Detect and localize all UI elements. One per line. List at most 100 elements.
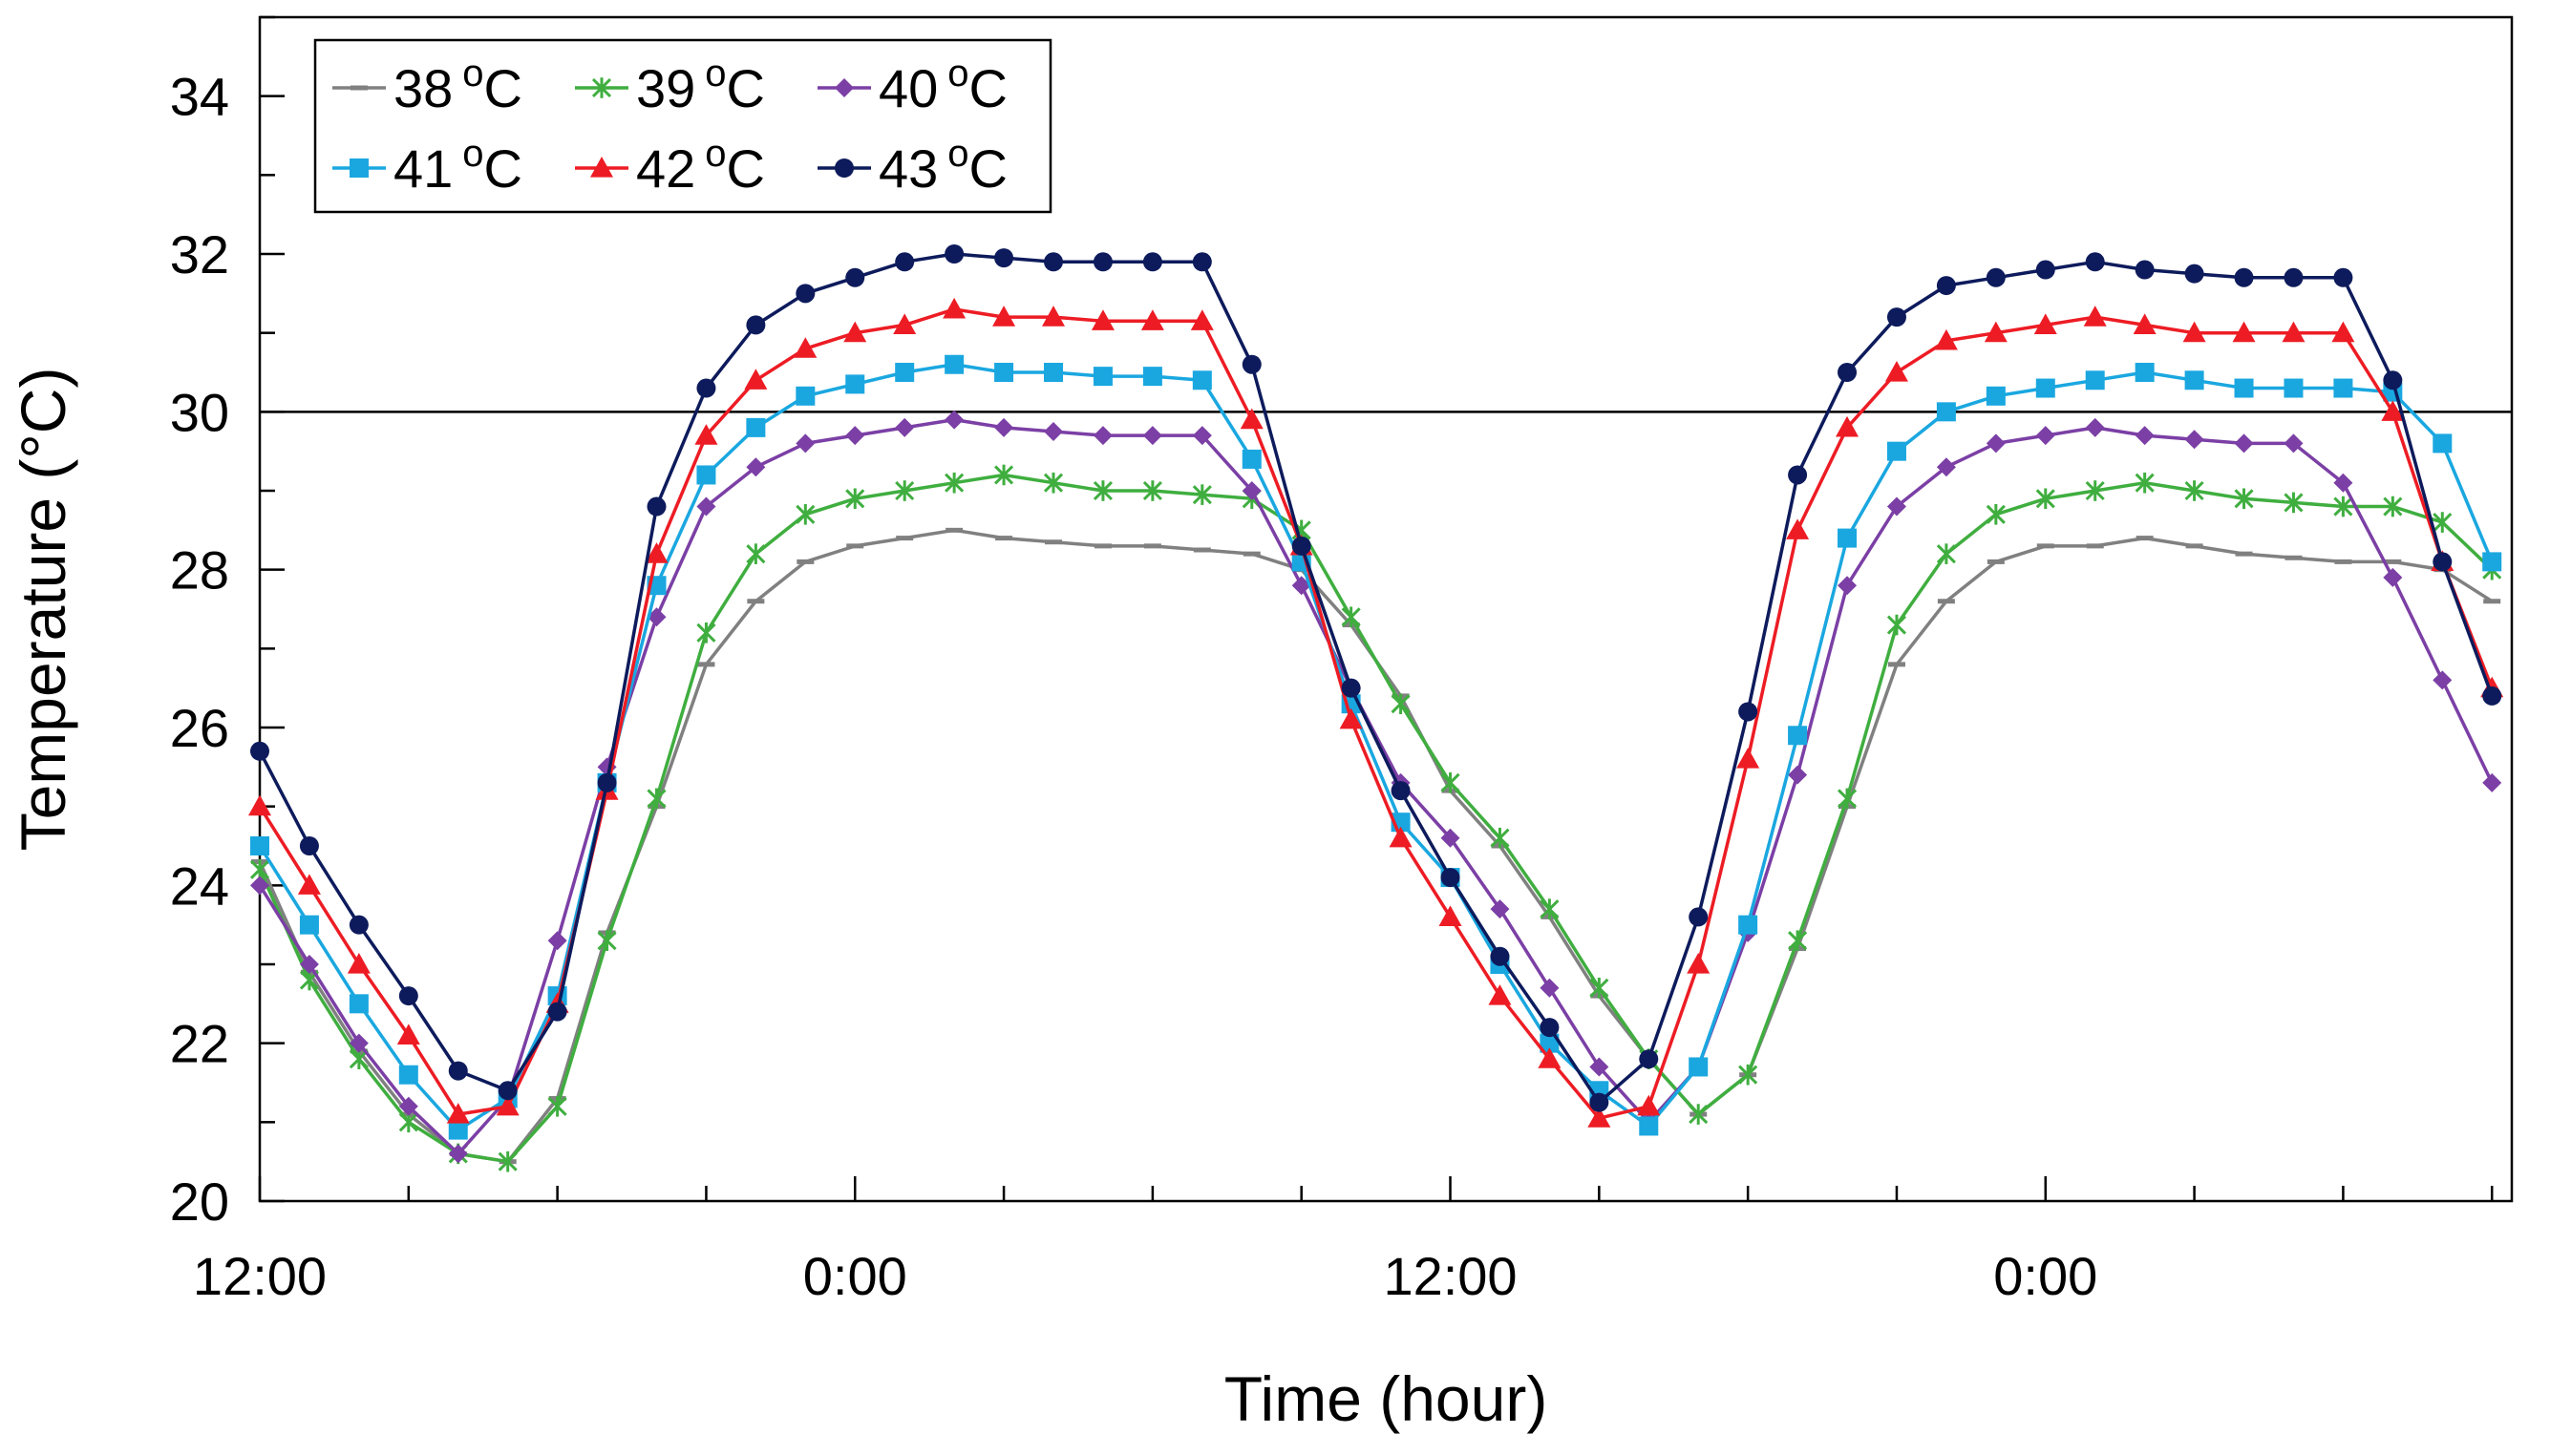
- data-point: [2482, 686, 2502, 706]
- data-point: [895, 363, 915, 382]
- data-point: [398, 1096, 418, 1116]
- data-point: [1140, 309, 1164, 330]
- data-point: [1192, 426, 1212, 446]
- data-point: [2036, 543, 2054, 549]
- data-point: [1389, 826, 1413, 848]
- series-39: [249, 464, 2502, 1172]
- data-point: [1242, 354, 1262, 374]
- data-point: [597, 930, 617, 951]
- legend-degree-sign: o: [462, 53, 483, 95]
- data-point: [2085, 370, 2105, 390]
- data-point: [2185, 543, 2203, 549]
- data-point: [995, 536, 1013, 541]
- data-point: [796, 433, 816, 454]
- legend-marker: [835, 78, 854, 97]
- data-point: [250, 836, 269, 855]
- data-point: [2282, 321, 2306, 343]
- data-point: [1936, 457, 1956, 477]
- data-point: [1986, 386, 2006, 406]
- data-point: [2334, 559, 2352, 564]
- data-point: [994, 363, 1014, 382]
- data-point: [2433, 552, 2453, 572]
- data-point: [1044, 363, 1064, 382]
- data-point: [946, 527, 964, 533]
- data-point: [747, 599, 765, 604]
- legend-label-40: 40 oC: [879, 53, 1008, 118]
- data-point: [250, 876, 269, 896]
- legend-label-num: 40: [879, 58, 938, 118]
- data-point: [1836, 415, 1859, 437]
- data-point: [2085, 480, 2105, 501]
- legend-label-unit: C: [727, 138, 765, 199]
- legend-item-41: 41 oC: [332, 133, 522, 199]
- data-point: [547, 1002, 567, 1022]
- data-point: [794, 337, 818, 358]
- data-point: [2433, 433, 2453, 454]
- data-point: [1291, 536, 1311, 556]
- legend-label-unit: C: [969, 138, 1008, 199]
- legend-label-41: 41 oC: [393, 133, 522, 199]
- data-point: [1143, 543, 1161, 549]
- data-point: [1738, 702, 1758, 722]
- data-point: [297, 874, 321, 895]
- legend-label-num: 38: [393, 58, 453, 118]
- data-point: [1689, 1104, 1709, 1125]
- data-point: [1788, 465, 1808, 485]
- series-41: [250, 354, 2502, 1140]
- series-line-40: [258, 417, 2494, 1156]
- legend-box: [313, 38, 1052, 214]
- series-43: [250, 244, 2502, 1112]
- x-tick-label: 12:00: [1383, 1246, 1517, 1306]
- data-point: [448, 1144, 468, 1164]
- data-point: [2433, 670, 2453, 690]
- data-point: [746, 315, 766, 335]
- data-point: [1490, 946, 1510, 966]
- data-point: [1440, 772, 1460, 793]
- data-point: [299, 915, 319, 935]
- data-point: [2383, 496, 2403, 517]
- data-point: [2333, 496, 2353, 517]
- data-point: [1936, 543, 1956, 564]
- data-point: [1540, 1033, 1560, 1053]
- data-point: [1937, 599, 1955, 604]
- data-point: [845, 488, 865, 510]
- data-point: [1093, 480, 1114, 501]
- data-point: [1440, 828, 1460, 848]
- data-point: [1142, 426, 1162, 446]
- legend-label-num: 39: [636, 58, 695, 118]
- data-point: [1490, 899, 1510, 919]
- data-point: [1788, 930, 1808, 951]
- data-point: [2232, 321, 2256, 343]
- data-point: [2482, 772, 2502, 792]
- data-point: [994, 248, 1014, 268]
- data-point: [1984, 321, 2008, 343]
- data-point: [2033, 313, 2057, 334]
- data-point: [2234, 488, 2254, 510]
- data-point: [1488, 984, 1512, 1005]
- data-point: [945, 244, 965, 264]
- data-point: [1094, 543, 1112, 549]
- data-point: [1886, 441, 1906, 461]
- legend-item-38: 38 oC: [332, 53, 522, 118]
- data-point: [1490, 827, 1510, 849]
- data-point: [1639, 1116, 1659, 1136]
- data-point: [2482, 552, 2502, 572]
- data-point: [992, 306, 1016, 327]
- y-tick-label: 30: [170, 382, 229, 442]
- legend-label-unit: C: [969, 58, 1008, 118]
- data-point: [1886, 307, 1906, 327]
- y-tick-label: 26: [170, 698, 229, 758]
- data-point: [1838, 363, 1858, 382]
- data-point: [299, 955, 319, 974]
- data-point: [1936, 276, 1956, 296]
- data-point: [994, 417, 1014, 437]
- data-point: [1986, 433, 2006, 454]
- data-point: [398, 986, 418, 1006]
- data-point: [2035, 378, 2055, 398]
- legend-label-43: 43 oC: [879, 133, 1008, 199]
- data-point: [1043, 472, 1064, 494]
- data-point: [1838, 528, 1858, 548]
